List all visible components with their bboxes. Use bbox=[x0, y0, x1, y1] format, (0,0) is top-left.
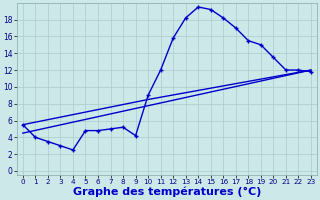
X-axis label: Graphe des températures (°C): Graphe des températures (°C) bbox=[73, 187, 261, 197]
